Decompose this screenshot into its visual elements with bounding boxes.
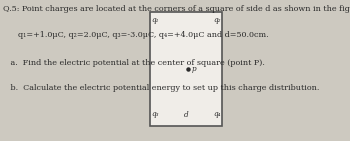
Text: q₁=+1.0μC, q₂=2.0μC, q₃=-3.0μC, q₄=+4.0μC and d=50.0cm.: q₁=+1.0μC, q₂=2.0μC, q₃=-3.0μC, q₄=+4.0μ…	[3, 31, 268, 39]
Text: q₂: q₂	[214, 16, 221, 24]
Text: a.  Find the electric potential at the center of square (point P).: a. Find the electric potential at the ce…	[3, 59, 265, 67]
Bar	[150, 12, 222, 126]
Text: q₄: q₄	[214, 110, 221, 118]
Text: p: p	[192, 65, 196, 73]
Text: q₁: q₁	[152, 16, 159, 24]
Text: b.  Calculate the electric potential energy to set up this charge distribution.: b. Calculate the electric potential ener…	[3, 84, 319, 92]
Text: q₃: q₃	[152, 110, 159, 118]
Text: Q.5: Point charges are located at the corners of a square of side d as shown in : Q.5: Point charges are located at the co…	[3, 5, 350, 13]
Text: d: d	[184, 111, 189, 119]
